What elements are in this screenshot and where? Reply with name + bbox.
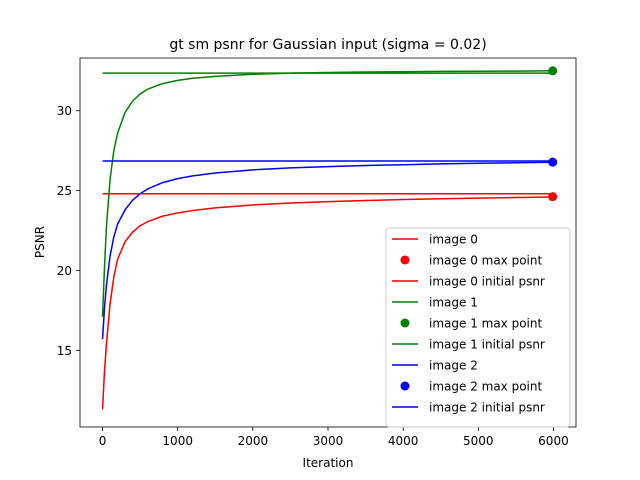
x-axis-label: Iteration [303, 456, 354, 470]
legend-label-image-1-initial-psnr: image 1 initial psnr [429, 338, 545, 352]
legend-label-image-2: image 2 [429, 359, 478, 373]
image-0-line [101, 196, 554, 410]
x-tick-label: 4000 [388, 434, 419, 448]
image-2-max-point-marker [548, 157, 558, 167]
y-tick-label: 20 [57, 264, 72, 278]
y-tick-label: 30 [57, 104, 72, 118]
y-tick-label: 15 [57, 344, 72, 358]
legend-label-image-0-initial-psnr: image 0 initial psnr [429, 275, 545, 289]
legend-label-image-1-max-point: image 1 max point [429, 317, 542, 331]
image-1-line [101, 70, 554, 317]
legend-label-image-0: image 0 [429, 233, 478, 247]
x-tick-label: 1000 [162, 434, 193, 448]
x-tick-label: 0 [99, 434, 107, 448]
image-2-line [101, 161, 554, 340]
x-tick-label: 3000 [313, 434, 344, 448]
legend-label-image-0-max-point: image 0 max point [429, 254, 542, 268]
series-group [101, 66, 558, 410]
legend-label-image-2-initial-psnr: image 2 initial psnr [429, 401, 545, 415]
chart-title: gt sm psnr for Gaussian input (sigma = 0… [169, 37, 486, 53]
x-tick-label: 6000 [538, 434, 569, 448]
y-axis-label: PSNR [33, 226, 47, 258]
y-tick-label: 25 [57, 184, 72, 198]
plot-area: 0 1000 2000 3000 4000 5000 6000 15 20 25 30 [57, 57, 577, 448]
legend-handle-image-2-max-point [400, 381, 410, 391]
legend-handle-image-0-max-point [400, 255, 410, 265]
legend-box [385, 227, 571, 428]
legend: image 0 image 0 max point image 0 initial … [385, 227, 571, 428]
legend-label-image-1: image 1 [429, 296, 478, 310]
x-tick-label: 5000 [463, 434, 494, 448]
x-tick-label: 2000 [238, 434, 269, 448]
legend-label-image-2-max-point: image 2 max point [429, 380, 542, 394]
legend-handle-image-1-max-point [400, 318, 410, 328]
